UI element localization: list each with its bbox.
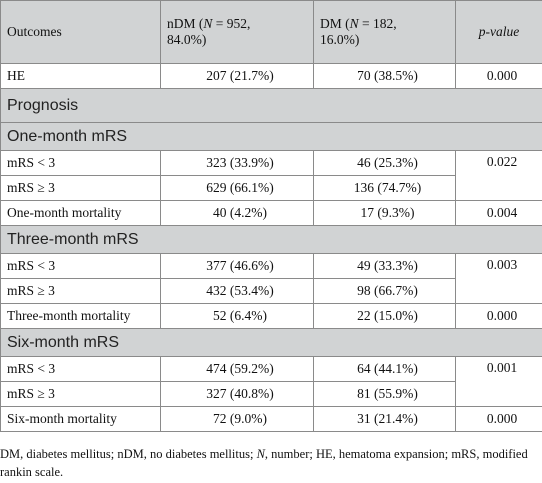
table-row: Six-month mortality 72 (9.0%) 31 (21.4%)…: [0, 406, 542, 432]
cell-p: 0.022: [455, 150, 542, 201]
header-dm: DM (N = 182, 16.0%): [313, 0, 456, 64]
table-row-he: HE 207 (21.7%) 70 (38.5%) 0.000: [0, 63, 542, 89]
row-label: mRS ≥ 3: [0, 381, 161, 407]
section-prognosis: Prognosis: [0, 88, 542, 123]
outcomes-table: Outcomes nDM (N = 952, 84.0%) DM (N = 182…: [0, 0, 542, 432]
cell-ndm: 52 (6.4%): [160, 303, 314, 329]
cell-dm: 98 (66.7%): [313, 278, 456, 304]
cell-dm: 64 (44.1%): [313, 356, 456, 382]
section-title: One-month mRS: [0, 122, 542, 151]
header-ndm: nDM (N = 952, 84.0%): [160, 0, 314, 64]
table-row: One-month mortality 40 (4.2%) 17 (9.3%) …: [0, 200, 542, 226]
header-outcomes: Outcomes: [0, 0, 161, 64]
row-label: mRS ≥ 3: [0, 175, 161, 201]
table-row: mRS ≥ 3 432 (53.4%) 98 (66.7%): [0, 278, 542, 304]
cell-ndm: 377 (46.6%): [160, 253, 314, 279]
table-row: mRS < 3 377 (46.6%) 49 (33.3%) 0.003: [0, 253, 542, 304]
table-row: mRS ≥ 3 629 (66.1%) 136 (74.7%): [0, 175, 542, 201]
section-six-month: Six-month mRS: [0, 328, 542, 357]
row-label: mRS < 3: [0, 150, 161, 176]
section-title: Prognosis: [0, 88, 542, 123]
row-label: Six-month mortality: [0, 406, 161, 432]
section-title: Three-month mRS: [0, 225, 542, 254]
section-title: Six-month mRS: [0, 328, 542, 357]
header-row: Outcomes nDM (N = 952, 84.0%) DM (N = 182…: [0, 0, 542, 64]
table-row: Three-month mortality 52 (6.4%) 22 (15.0…: [0, 303, 542, 329]
cell-p: 0.000: [455, 406, 542, 432]
cell-ndm: 207 (21.7%): [160, 63, 314, 89]
row-label: HE: [0, 63, 161, 89]
cell-p: 0.003: [455, 253, 542, 304]
cell-p: 0.004: [455, 200, 542, 226]
cell-ndm: 629 (66.1%): [160, 175, 314, 201]
cell-ndm: 327 (40.8%): [160, 381, 314, 407]
cell-dm: 31 (21.4%): [313, 406, 456, 432]
cell-dm: 17 (9.3%): [313, 200, 456, 226]
header-p-value: p-value: [455, 0, 542, 64]
table-row: mRS < 3 474 (59.2%) 64 (44.1%) 0.001: [0, 356, 542, 407]
cell-dm: 22 (15.0%): [313, 303, 456, 329]
cell-ndm: 432 (53.4%): [160, 278, 314, 304]
cell-dm: 46 (25.3%): [313, 150, 456, 176]
cell-p: 0.001: [455, 356, 542, 407]
cell-p: 0.000: [455, 303, 542, 329]
section-one-month: One-month mRS: [0, 122, 542, 151]
row-label: mRS ≥ 3: [0, 278, 161, 304]
cell-ndm: 40 (4.2%): [160, 200, 314, 226]
cell-dm: 49 (33.3%): [313, 253, 456, 279]
row-label: Three-month mortality: [0, 303, 161, 329]
cell-dm: 70 (38.5%): [313, 63, 456, 89]
row-label: mRS < 3: [0, 253, 161, 279]
table-row: mRS ≥ 3 327 (40.8%) 81 (55.9%): [0, 381, 542, 407]
cell-ndm: 323 (33.9%): [160, 150, 314, 176]
cell-ndm: 72 (9.0%): [160, 406, 314, 432]
table-row: mRS < 3 323 (33.9%) 46 (25.3%) 0.022: [0, 150, 542, 201]
row-label: mRS < 3: [0, 356, 161, 382]
cell-dm: 81 (55.9%): [313, 381, 456, 407]
section-three-month: Three-month mRS: [0, 225, 542, 254]
cell-p: 0.000: [455, 63, 542, 89]
cell-dm: 136 (74.7%): [313, 175, 456, 201]
row-label: One-month mortality: [0, 200, 161, 226]
cell-ndm: 474 (59.2%): [160, 356, 314, 382]
table-footnote: DM, diabetes mellitus; nDM, no diabetes …: [0, 447, 528, 479]
